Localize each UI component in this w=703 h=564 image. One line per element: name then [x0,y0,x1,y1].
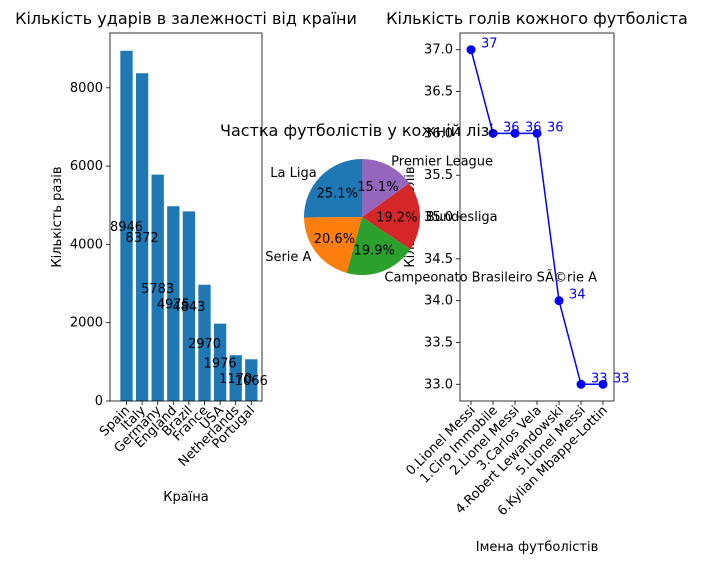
pie-slice [362,183,420,250]
data-point [554,296,564,306]
y-tick-label: 6000 [70,159,103,174]
bar [213,323,227,401]
pie-percent-label: 20.6% [314,232,355,247]
y-tick-label: 36.5 [424,85,453,100]
pie-slice [304,159,362,218]
point-data-label: 36 [547,120,564,135]
pie-chart-title: Частка футболістів у кожній лізі [220,121,494,140]
y-tick-label: 2000 [70,316,103,331]
line-chart: 33.033.534.034.535.035.536.036.537.00.Li… [386,9,688,555]
pie-slice-label: Bundesliga [426,210,498,225]
data-point [576,379,586,389]
data-point [510,128,520,138]
y-tick-label: 35.5 [424,168,453,183]
y-tick-label: 37.0 [424,43,453,58]
data-point [466,45,476,55]
pie-percent-label: 15.1% [357,180,398,195]
y-tick-label: 33.5 [424,335,453,350]
y-tick-label: 33.0 [424,377,453,392]
pie-percent-label: 25.1% [317,186,358,201]
pie-slice-label: Serie A [265,250,311,265]
pie-slice [304,217,362,273]
bar-data-label: 1170 [219,372,252,387]
pie-slice-label: Campeonato Brasileiro SÃ©rie A [384,270,597,286]
bar [198,284,211,401]
bar [229,355,242,401]
point-data-label: 37 [481,37,498,52]
bar [135,73,149,401]
y-tick-label: 8000 [70,81,103,96]
data-point [532,128,542,138]
bar [167,206,180,401]
bar-data-label: 4975 [157,298,190,313]
bar-data-label: 4843 [172,300,205,315]
pie-percent-label: 19.9% [354,244,395,259]
point-data-label: 36 [525,120,542,135]
bar-chart-title: Кількість ударів в залежності від країни [15,9,357,28]
y-tick-label: 4000 [70,237,103,252]
pie-slice-label: Premier League [391,154,493,169]
bar-data-label: 2970 [188,337,221,352]
bar [182,211,196,401]
bar-data-label: 5783 [141,282,174,297]
pie-percent-label: 19.2% [376,210,417,225]
point-data-label: 33 [613,371,630,386]
point-data-label: 33 [591,371,608,386]
y-tick-label: 35.0 [424,210,453,225]
pie-slice-label: La Liga [270,166,316,181]
pie-slice [346,217,411,275]
bar-data-label: 8372 [126,231,159,246]
line-x-axis-label: Імена футболістів [476,540,599,555]
point-data-label: 36 [503,120,520,135]
data-point [488,128,498,138]
pie-chart: 25.1%La Liga 20.6%Serie A 19.9% Campeonato … [220,121,597,286]
line-chart-title: Кількість голів кожного футболіста [386,9,688,28]
bar-plot-frame [109,32,263,402]
bar-x-axis-label: Країна [163,490,209,505]
y-tick-label: 34.0 [424,294,453,309]
bar [245,359,258,401]
y-tick-label: 0 [95,394,103,409]
bar [120,50,133,401]
bar-data-label: 8946 [110,220,143,235]
bar-data-label: 1976 [204,356,237,371]
y-tick-label: 34.5 [424,252,453,267]
pie-slice [362,159,410,217]
point-data-label: 34 [569,288,586,303]
bar [151,174,164,401]
bar-y-axis-label: Кількість разів [50,166,65,267]
y-tick-label: 36.0 [424,126,453,141]
bar-data-label: 1066 [235,374,268,389]
data-point [598,379,608,389]
